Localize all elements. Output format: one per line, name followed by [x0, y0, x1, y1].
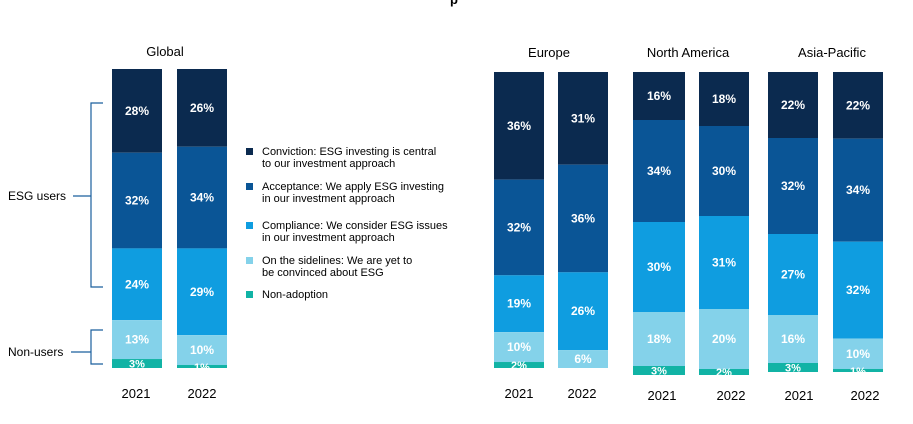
- data-label-global-2021-acceptance: 32%: [125, 194, 149, 208]
- data-label-asia-pacific-2022-acceptance: 34%: [846, 183, 870, 197]
- legend-label-compliance-line-2: in our investment approach: [262, 232, 395, 244]
- data-label-europe-2021-acceptance: 32%: [507, 220, 531, 234]
- esg-adoption-chart: Global 28% 32% 24% 13% 3% 2021 26% 34% 29% 10% 1% 20…: [0, 0, 913, 424]
- data-label-asia-pacific-2021-conviction: 22%: [781, 98, 805, 112]
- data-label-north-america-2022-compliance: 31%: [712, 256, 736, 270]
- year-label-asia-pacific-2021: 2021: [785, 388, 814, 403]
- legend-label-conviction-line-2: to our investment approach: [262, 158, 395, 170]
- legend-label-acceptance-line-2: in our investment approach: [262, 193, 395, 205]
- data-label-asia-pacific-2022-conviction: 22%: [846, 98, 870, 112]
- data-label-global-2021-conviction: 28%: [125, 104, 149, 118]
- data-label-global-2022-acceptance: 34%: [190, 191, 214, 205]
- group-title-europe: Europe: [528, 45, 570, 60]
- data-label-north-america-2021-compliance: 30%: [647, 260, 671, 274]
- data-label-global-2022-non_adoption: 1%: [194, 362, 210, 374]
- data-label-north-america-2021-acceptance: 34%: [647, 164, 671, 178]
- data-label-asia-pacific-2022-sidelines: 10%: [846, 347, 870, 361]
- data-label-global-2021-non_adoption: 3%: [129, 359, 145, 371]
- bracket-esg-users: [91, 103, 103, 287]
- year-label-global-2022: 2022: [188, 386, 217, 401]
- bracket-label-non-users: Non-users: [8, 345, 63, 359]
- data-label-north-america-2021-sidelines: 18%: [647, 332, 671, 346]
- legend-label-acceptance-line-1: Acceptance: We apply ESG investing: [262, 181, 444, 193]
- legend-swatch-acceptance: [246, 183, 253, 190]
- legend-swatch-sidelines: [246, 257, 253, 264]
- data-label-europe-2022-compliance: 26%: [571, 304, 595, 318]
- group-title-north-america: North America: [647, 45, 730, 60]
- bracket-non-users: [91, 330, 103, 364]
- data-label-global-2022-compliance: 29%: [190, 285, 214, 299]
- data-label-north-america-2021-non_adoption: 3%: [651, 366, 667, 378]
- data-label-north-america-2022-sidelines: 20%: [712, 332, 736, 346]
- year-label-europe-2022: 2022: [568, 386, 597, 401]
- data-label-asia-pacific-2022-compliance: 32%: [846, 283, 870, 297]
- data-label-europe-2021-conviction: 36%: [507, 119, 531, 133]
- data-label-europe-2021-compliance: 19%: [507, 297, 531, 311]
- year-label-north-america-2021: 2021: [648, 388, 677, 403]
- year-label-global-2021: 2021: [122, 386, 151, 401]
- group-title-global: Global: [146, 44, 184, 59]
- data-label-asia-pacific-2021-sidelines: 16%: [781, 332, 805, 346]
- bracket-label-esg-users: ESG users: [8, 189, 66, 203]
- data-label-asia-pacific-2021-acceptance: 32%: [781, 179, 805, 193]
- legend-label-non_adoption-line-1: Non-adoption: [262, 289, 328, 301]
- data-label-asia-pacific-2021-non_adoption: 3%: [785, 363, 801, 375]
- legend-label-sidelines-line-2: be convinced about ESG: [262, 267, 384, 279]
- group-title-asia-pacific: Asia-Pacific: [798, 45, 866, 60]
- data-label-global-2021-compliance: 24%: [125, 277, 149, 291]
- data-label-global-2022-conviction: 26%: [190, 101, 214, 115]
- legend-swatch-conviction: [246, 148, 253, 155]
- data-label-north-america-2022-acceptance: 30%: [712, 164, 736, 178]
- legend-label-compliance-line-1: Compliance: We consider ESG issues: [262, 220, 448, 232]
- legend-swatch-non_adoption: [246, 291, 253, 298]
- data-label-north-america-2022-conviction: 18%: [712, 92, 736, 106]
- legend-label-conviction-line-1: Conviction: ESG investing is central: [262, 146, 436, 158]
- data-label-europe-2022-sidelines: 6%: [574, 352, 592, 366]
- year-label-asia-pacific-2022: 2022: [851, 388, 880, 403]
- data-label-global-2022-sidelines: 10%: [190, 343, 214, 357]
- data-label-global-2021-sidelines: 13%: [125, 333, 149, 347]
- data-label-europe-2021-sidelines: 10%: [507, 340, 531, 354]
- data-label-asia-pacific-2021-compliance: 27%: [781, 268, 805, 282]
- year-label-europe-2021: 2021: [505, 386, 534, 401]
- legend-swatch-compliance: [246, 222, 253, 229]
- data-label-asia-pacific-2022-non_adoption: 1%: [850, 366, 866, 378]
- data-label-europe-2021-non_adoption: 2%: [511, 360, 527, 372]
- data-label-europe-2022-acceptance: 36%: [571, 212, 595, 226]
- data-label-north-america-2021-conviction: 16%: [647, 89, 671, 103]
- data-label-north-america-2022-non_adoption: 2%: [716, 367, 732, 379]
- data-label-europe-2022-conviction: 31%: [571, 111, 595, 125]
- year-label-north-america-2022: 2022: [717, 388, 746, 403]
- legend-label-sidelines-line-1: On the sidelines: We are yet to: [262, 255, 412, 267]
